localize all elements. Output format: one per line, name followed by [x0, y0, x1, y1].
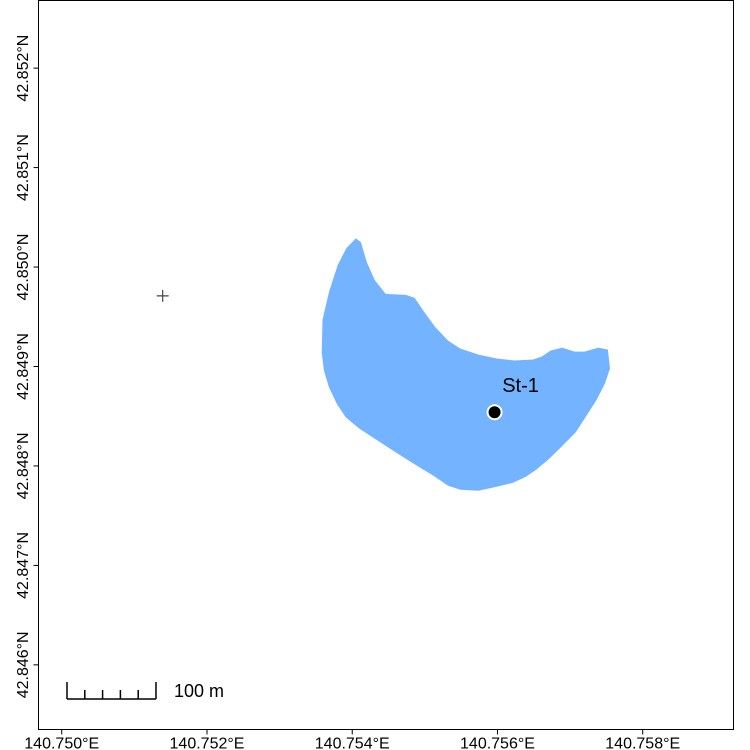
lake: [321, 238, 610, 491]
x-tick-label: 140.758°E: [605, 736, 680, 750]
scale-bar-label: 100 m: [174, 681, 224, 701]
crosshair: [156, 289, 169, 302]
y-tick-label: 42.851°N: [15, 134, 32, 201]
station-point: [486, 404, 503, 421]
x-tick-label: 140.752°E: [170, 736, 245, 750]
y-tick-label: 42.848°N: [15, 433, 32, 500]
y-tick-label: 42.852°N: [15, 35, 32, 102]
station-label: St-1: [502, 375, 539, 397]
y-tick-label: 42.846°N: [15, 631, 32, 698]
x-tick-label: 140.756°E: [460, 736, 535, 750]
y-tick-label: 42.847°N: [15, 532, 32, 599]
x-tick-label: 140.754°E: [315, 736, 390, 750]
scale-bar: [66, 682, 157, 700]
y-tick-label: 42.849°N: [15, 333, 32, 400]
y-tick-label: 42.850°N: [15, 234, 32, 301]
x-tick-label: 140.750°E: [24, 736, 99, 750]
